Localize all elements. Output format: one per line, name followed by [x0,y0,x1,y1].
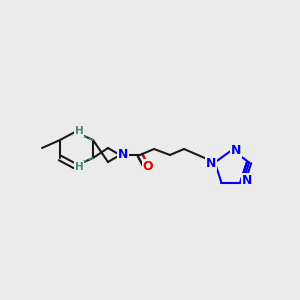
Text: N: N [206,157,216,170]
Text: H: H [75,126,83,136]
Text: O: O [143,160,153,172]
Text: H: H [75,162,83,172]
Text: N: N [118,148,128,161]
Text: N: N [242,174,252,187]
Text: N: N [231,145,241,158]
